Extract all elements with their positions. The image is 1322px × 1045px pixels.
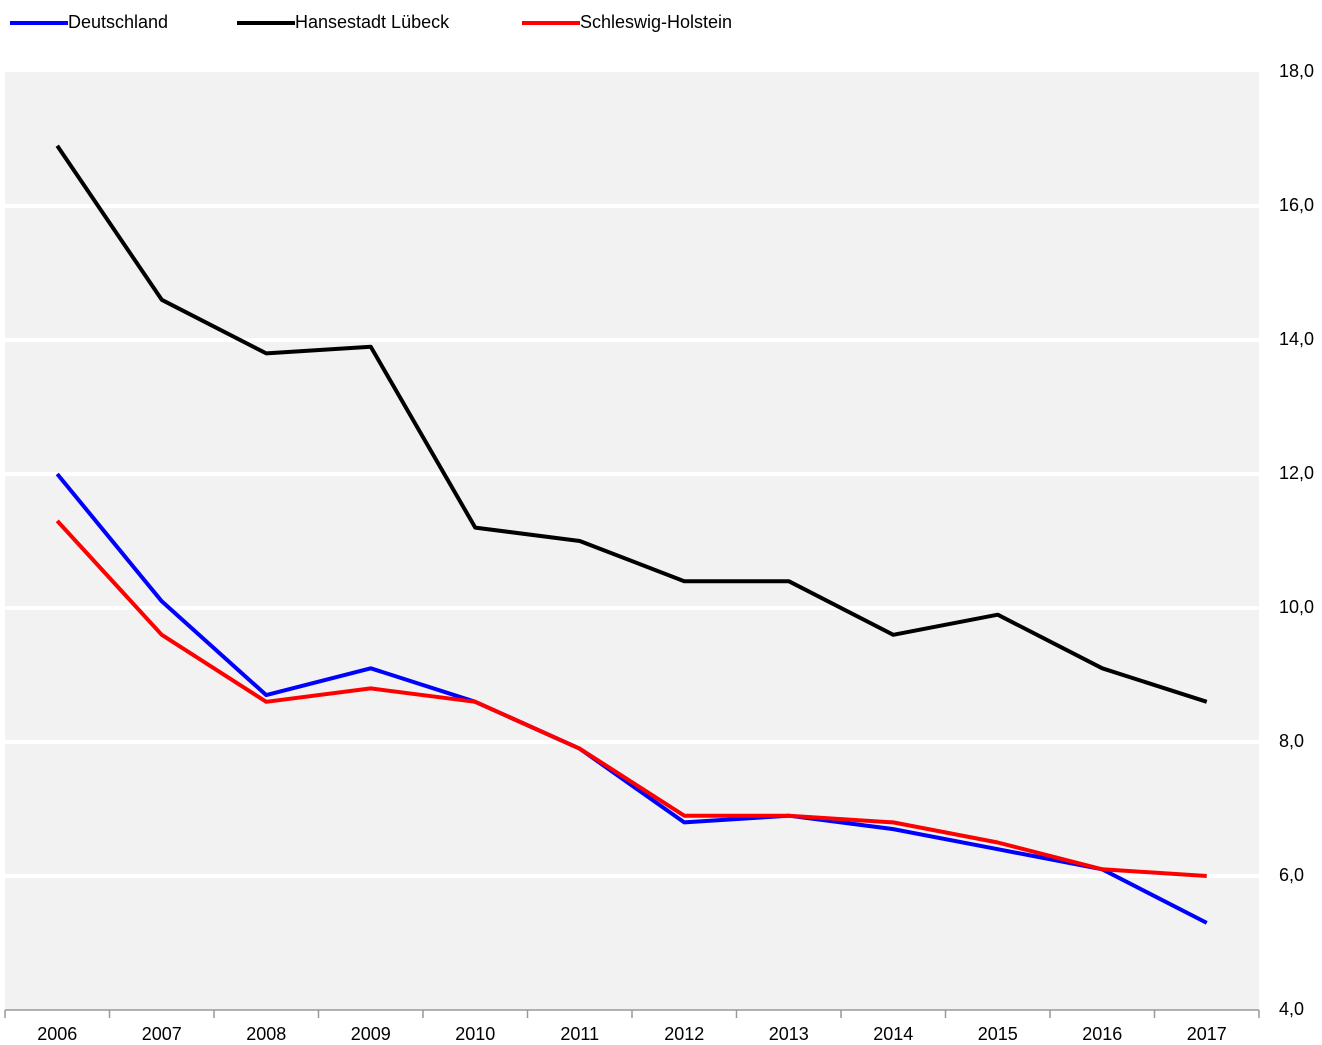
x-tick-label: 2010 [455,1024,495,1044]
x-tick-label: 2011 [560,1024,599,1044]
x-tick-label: 2006 [37,1024,77,1044]
y-tick-label: 8,0 [1279,731,1304,751]
y-tick-label: 14,0 [1279,329,1314,349]
y-tick-label: 16,0 [1279,195,1314,215]
series-line [55,472,1208,925]
legend-label: Deutschland [68,12,168,32]
y-tick-label: 10,0 [1279,597,1314,617]
x-tick-label: 2013 [769,1024,809,1044]
y-tick-label: 6,0 [1279,865,1304,885]
x-tick-label: 2014 [873,1024,913,1044]
series-line [55,519,1207,878]
x-tick-label: 2016 [1082,1024,1122,1044]
x-tick-label: 2007 [142,1024,182,1044]
x-tick-label: 2012 [664,1024,704,1044]
series-line [55,144,1208,704]
x-tick-label: 2008 [246,1024,286,1044]
x-tick-label: 2015 [978,1024,1018,1044]
legend-label: Schleswig-Holstein [580,12,732,32]
y-tick-label: 18,0 [1279,61,1314,81]
y-tick-label: 12,0 [1279,463,1314,483]
x-tick-label: 2009 [351,1024,391,1044]
y-tick-label: 4,0 [1279,999,1304,1019]
legend-label: Hansestadt Lübeck [295,12,450,32]
plot-area [5,72,1259,1010]
x-tick-label: 2017 [1187,1024,1227,1044]
